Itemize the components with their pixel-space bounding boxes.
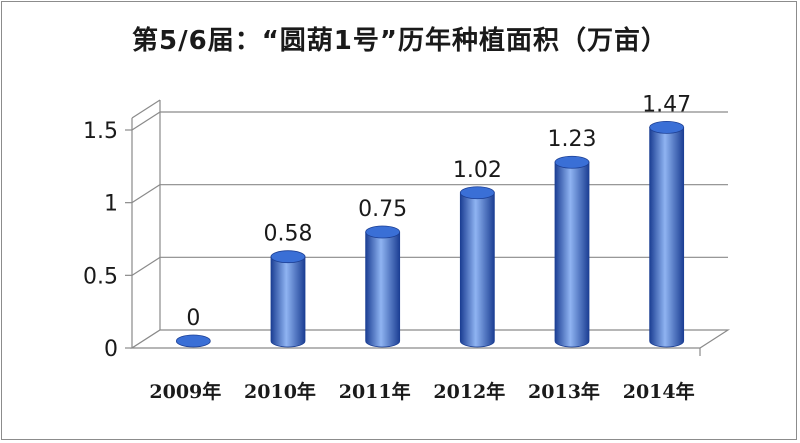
bar <box>649 126 685 348</box>
bar <box>365 231 401 348</box>
bars <box>175 120 685 348</box>
data-label: 0.75 <box>358 197 407 222</box>
bar <box>554 161 590 348</box>
y-tick-label: 1 <box>104 192 118 217</box>
data-label: 0 <box>186 306 200 331</box>
grid <box>131 111 728 349</box>
labels: 0 0.5 1 1.5 0 2009年 0.58 2010年 0.75 2011年 1.02 2012… <box>83 92 695 403</box>
x-tick-label: 2011年 <box>339 380 411 403</box>
y-tick-label: 1.5 <box>83 119 118 144</box>
x-tick-label: 2014年 <box>623 380 695 403</box>
bar-top <box>270 250 306 264</box>
y-tick-label: 0.5 <box>83 264 118 289</box>
wall-top-edge <box>131 99 161 119</box>
gridline-depth <box>131 111 161 131</box>
x-tick-label: 2012年 <box>433 380 505 403</box>
axes <box>125 99 731 356</box>
x-tick-label: 2009年 <box>149 380 221 403</box>
bar-top <box>459 186 495 200</box>
chart-title: 第5/6届：“圆葫1号”历年种植面积（万亩） <box>132 26 668 56</box>
bar-top <box>365 225 401 239</box>
y-tick-label: 0 <box>104 337 118 362</box>
bar <box>270 256 306 348</box>
x-tick-label: 2010年 <box>244 380 316 403</box>
bar <box>459 192 495 348</box>
bar-top <box>649 120 685 134</box>
bar-top <box>554 155 590 169</box>
gridline-depth <box>131 184 161 204</box>
floor <box>129 329 731 349</box>
data-label: 1.47 <box>642 92 691 117</box>
data-label: 0.58 <box>264 222 313 247</box>
bar-top <box>175 334 211 348</box>
data-label: 1.02 <box>453 158 502 183</box>
x-tick-label: 2013年 <box>528 380 600 403</box>
data-label: 1.23 <box>548 127 597 152</box>
gridline-depth <box>131 256 161 276</box>
